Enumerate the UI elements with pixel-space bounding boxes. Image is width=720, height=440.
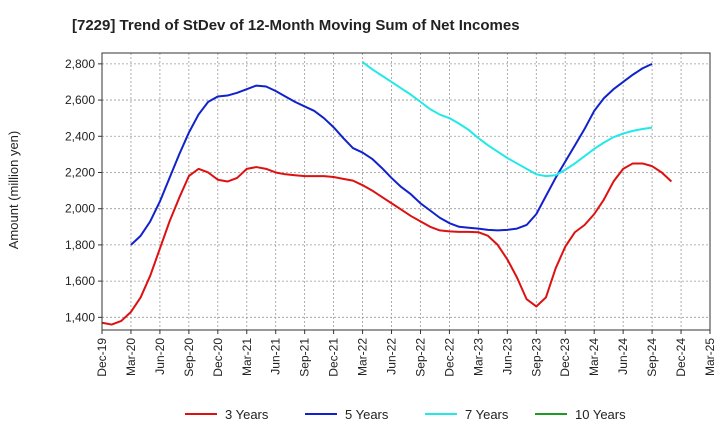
x-tick-label: Dec-21	[327, 338, 341, 377]
y-tick-label: 1,600	[65, 274, 95, 288]
series-line-7-years	[361, 61, 653, 178]
series-line-5-years	[130, 62, 653, 246]
x-tick-label: Dec-22	[442, 338, 456, 377]
legend-label-5-years: 5 Years	[345, 407, 389, 422]
x-tick-label: Sep-24	[645, 338, 659, 377]
x-tick-label: Jun-20	[153, 338, 167, 375]
x-tick-label: Mar-23	[471, 338, 485, 376]
x-tick-label: Dec-20	[211, 338, 225, 377]
plot-area-frame	[101, 52, 711, 331]
x-tick-label: Sep-20	[182, 338, 196, 377]
y-axis-label: Amount (million yen)	[6, 131, 21, 250]
x-tick-label: Jun-21	[269, 338, 283, 375]
x-tick-label: Mar-22	[356, 338, 370, 376]
x-tick-label: Mar-24	[587, 338, 601, 376]
x-axis-ticks: Dec-19 Mar-20 Jun-20 Sep-20 Dec-20 Mar-21 Jun-…	[95, 330, 717, 377]
y-axis-ticks: 1,400 1,600 1,800 2,000 2,200 2,400 2,600 2,800	[65, 57, 102, 324]
x-tick-label: Mar-20	[124, 338, 138, 376]
y-tick-label: 2,000	[65, 202, 95, 216]
x-tick-label: Jun-23	[500, 338, 514, 375]
x-tick-label: Dec-24	[674, 338, 688, 377]
x-tick-label: Mar-21	[240, 338, 254, 376]
x-tick-label: Sep-22	[413, 338, 427, 377]
series-line-3-years	[101, 162, 673, 326]
legend-label-3-years: 3 Years	[225, 407, 269, 422]
chart-title: [7229] Trend of StDev of 12-Month Moving…	[72, 17, 520, 34]
x-tick-label: Dec-23	[558, 338, 572, 377]
x-tick-label: Sep-23	[529, 338, 543, 377]
legend-label-10-years: 10 Years	[575, 407, 626, 422]
y-tick-label: 2,800	[65, 57, 95, 71]
x-tick-label: Jun-24	[616, 338, 630, 375]
y-tick-label: 2,600	[65, 93, 95, 107]
legend: 3 Years 5 Years 7 Years 10 Years	[185, 407, 626, 422]
series-lines	[101, 61, 673, 326]
y-tick-label: 2,200	[65, 165, 95, 179]
x-tick-label: Dec-19	[95, 338, 109, 377]
x-tick-label: Mar-25	[703, 338, 717, 376]
y-tick-label: 2,400	[65, 129, 95, 143]
x-tick-label: Sep-21	[298, 338, 312, 377]
x-tick-label: Jun-22	[385, 338, 399, 375]
grid-lines	[101, 53, 711, 330]
y-tick-label: 1,800	[65, 238, 95, 252]
legend-label-7-years: 7 Years	[465, 407, 509, 422]
y-tick-label: 1,400	[65, 310, 95, 324]
